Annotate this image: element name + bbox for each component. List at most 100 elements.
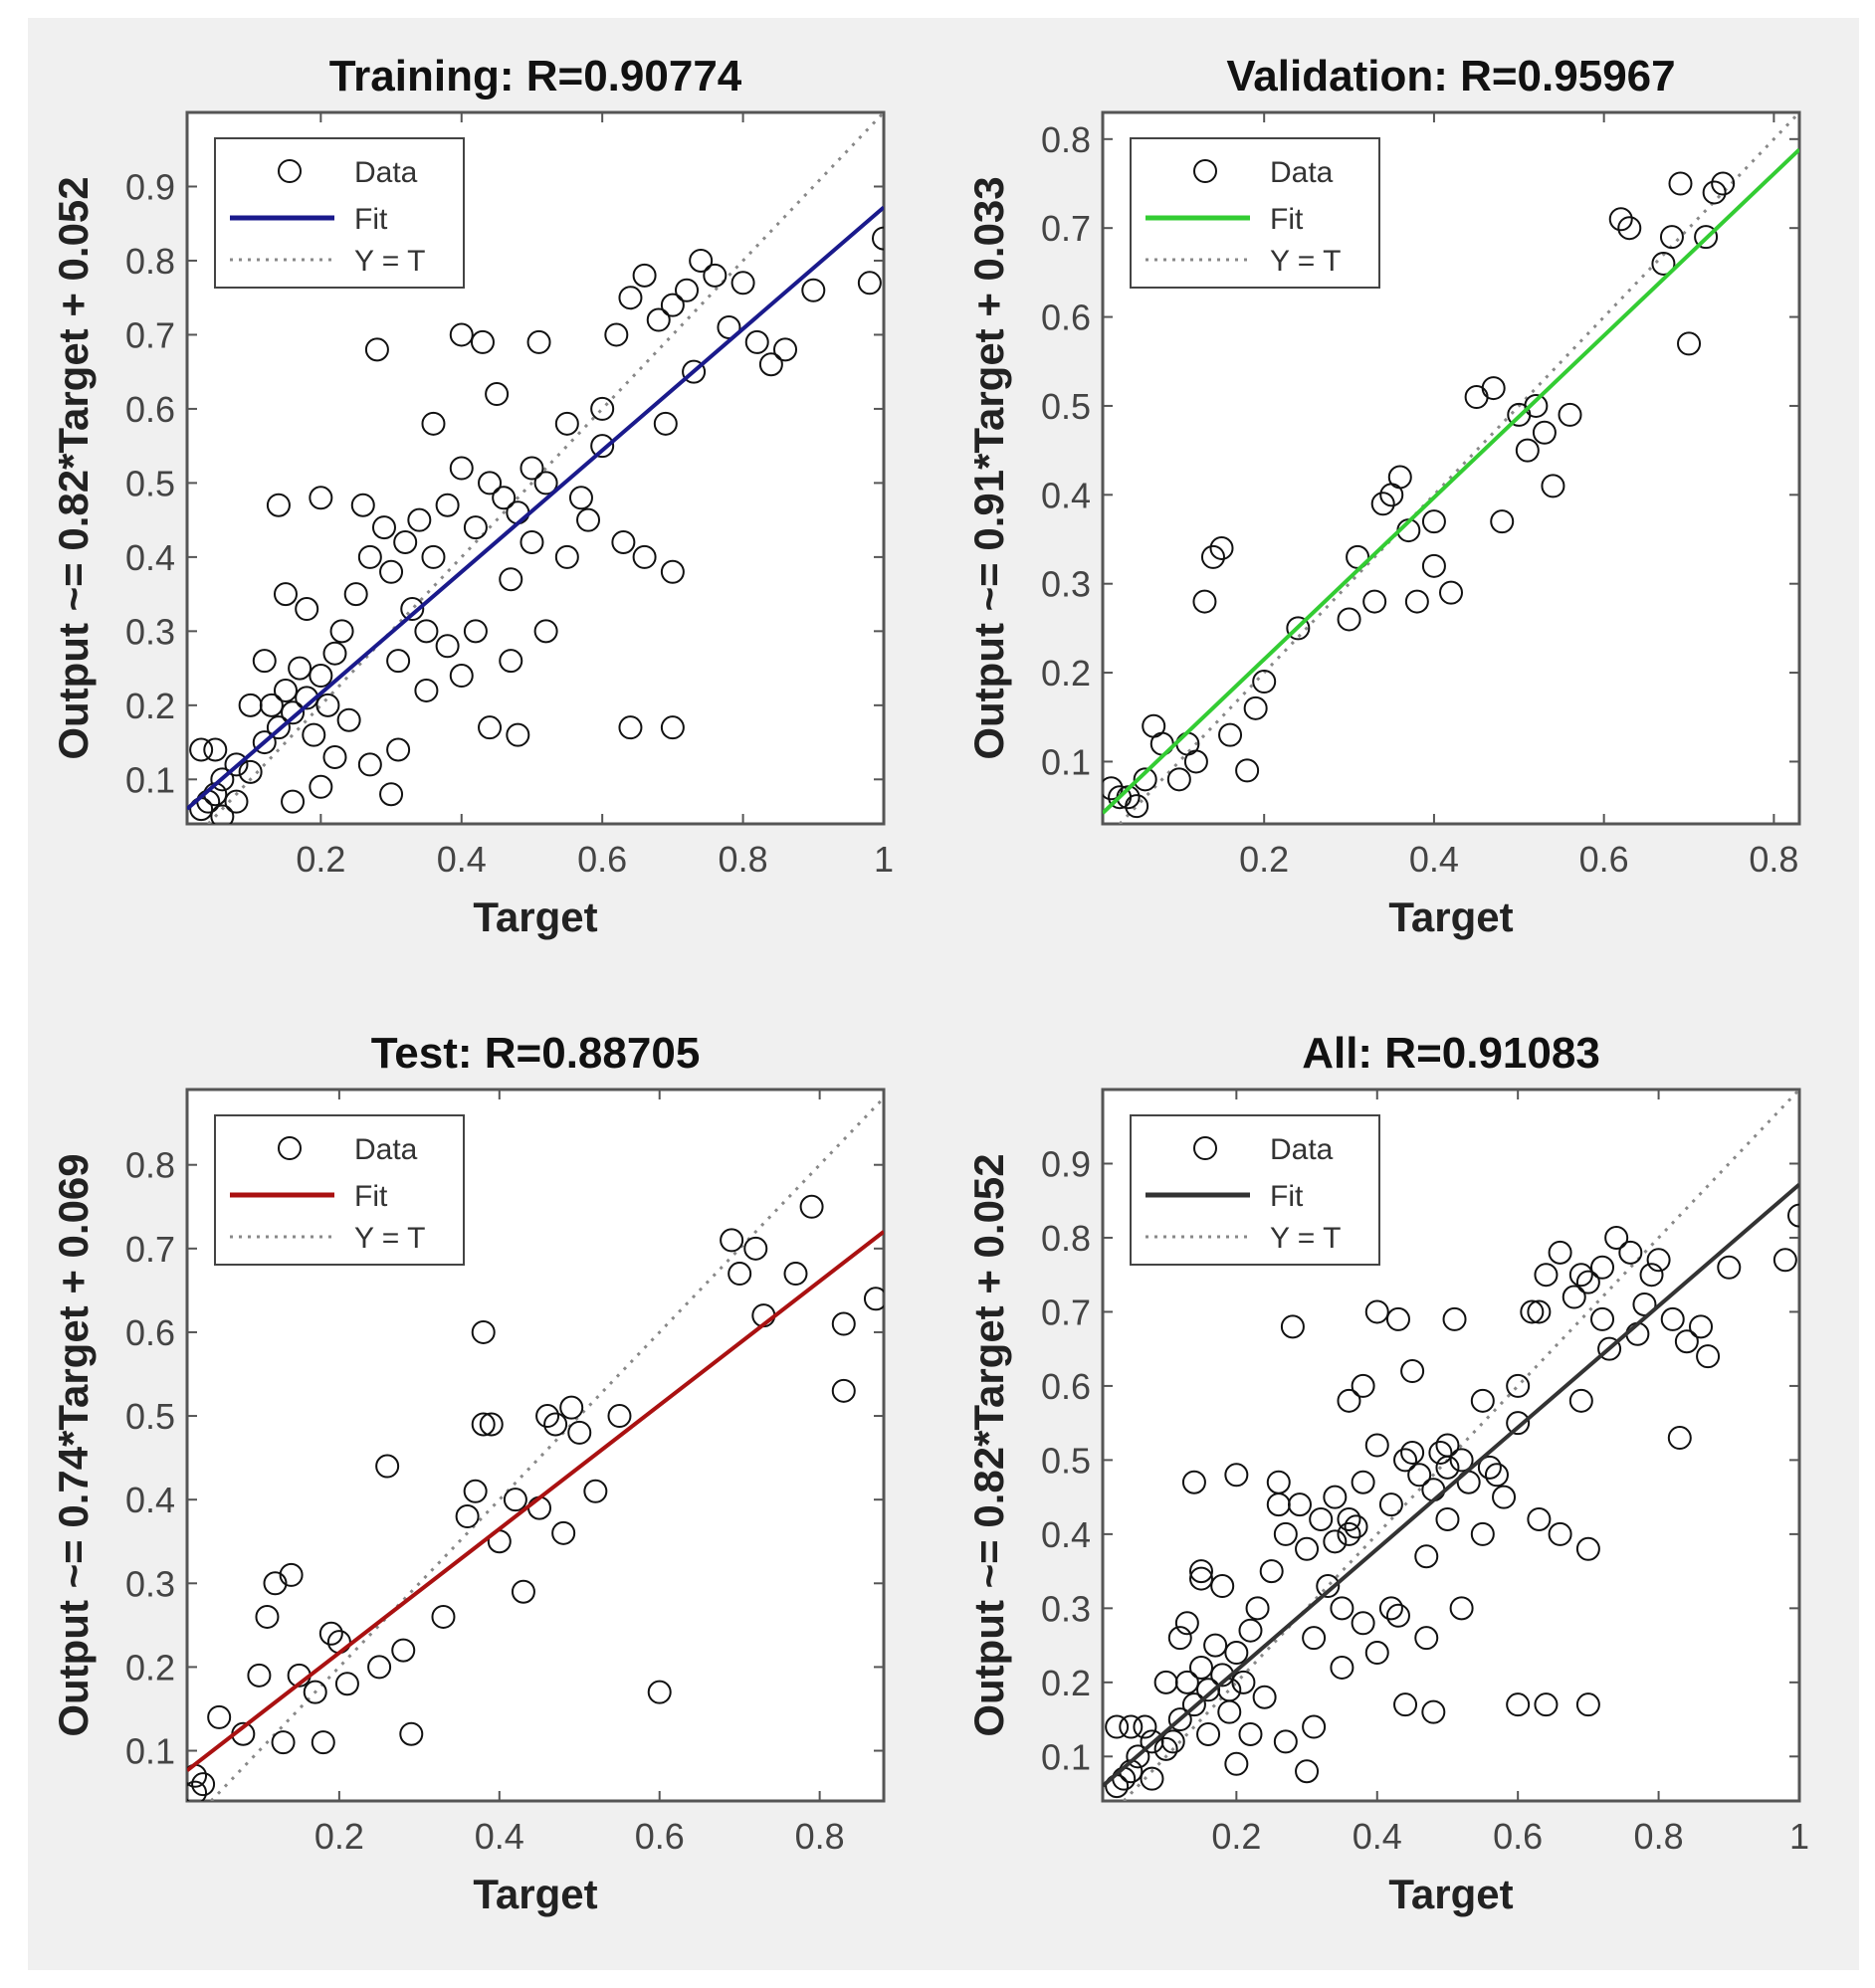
all-data-point xyxy=(1105,1714,1130,1739)
test-y-tick-label: 0.3 xyxy=(125,1563,175,1604)
validation-data-point xyxy=(1694,225,1719,250)
all-data-point xyxy=(1400,1359,1425,1384)
training-chart-svg: Training: R=0.90774 0.2 0.4 0.6 0.8 1 0.1 0.2 0.… xyxy=(50,52,894,940)
all-data-point xyxy=(1259,1559,1284,1584)
all-y-tick-label: 0.3 xyxy=(1041,1588,1091,1629)
all-data-point xyxy=(1421,1699,1446,1724)
test-data-point xyxy=(783,1262,808,1287)
training-data-point xyxy=(801,278,826,302)
all-legend: Data Fit Y = T xyxy=(1130,1114,1380,1266)
all-data-point xyxy=(1344,1514,1368,1539)
training-data-point xyxy=(576,507,601,532)
all-y-tick-label: 0.6 xyxy=(1041,1366,1091,1407)
validation-data-point xyxy=(1252,670,1277,694)
test-data-point xyxy=(863,1287,884,1311)
all-data-point xyxy=(1400,1440,1425,1465)
validation-data-point xyxy=(1541,474,1565,498)
validation-fit-line xyxy=(1103,147,1799,815)
training-legend: Data Fit Y = T xyxy=(214,137,465,289)
all-data-point xyxy=(1568,1388,1593,1413)
training-y-axis-label: Output ~= 0.82*Target + 0.052 xyxy=(50,176,97,759)
training-data-point xyxy=(520,529,544,554)
all-data-point xyxy=(1534,1692,1559,1717)
training-data-point xyxy=(773,337,798,362)
training-legend-fit-label: Fit xyxy=(354,203,388,236)
all-data-point xyxy=(1477,1455,1502,1480)
all-y-tick-label: 0.9 xyxy=(1041,1143,1091,1184)
all-data-point xyxy=(1273,1521,1298,1546)
all-data-point xyxy=(1280,1314,1305,1339)
validation-legend-data-marker xyxy=(1193,159,1217,183)
all-data-point xyxy=(1351,1611,1375,1636)
validation-legend: Data Fit Y = T xyxy=(1130,137,1380,289)
test-data-point xyxy=(399,1721,424,1746)
all-data-point xyxy=(1378,1492,1403,1517)
validation-data-point xyxy=(1524,393,1549,418)
all-legend-data-label: Data xyxy=(1270,1133,1334,1166)
all-data-point xyxy=(1364,1641,1389,1666)
training-data-point xyxy=(485,382,510,407)
validation-data-point xyxy=(1651,251,1676,276)
test-data-point xyxy=(463,1479,488,1503)
training-data-point xyxy=(336,707,361,732)
validation-data-point xyxy=(1218,722,1243,747)
training-data-point xyxy=(357,752,382,777)
validation-data-point xyxy=(1200,544,1225,569)
all-data-point xyxy=(1414,1544,1439,1569)
all-data-point xyxy=(1442,1306,1467,1331)
all-data-point xyxy=(1506,1373,1531,1398)
validation-data-point xyxy=(1133,767,1157,792)
training-y-tick-label: 0.2 xyxy=(125,686,175,726)
all-y-tick-label: 0.2 xyxy=(1041,1663,1091,1703)
test-data-point xyxy=(728,1262,752,1287)
all-x-tick-label: 0.8 xyxy=(1634,1816,1684,1857)
all-data-point xyxy=(1674,1329,1699,1354)
test-data-point xyxy=(720,1228,744,1253)
validation-data-point xyxy=(1617,216,1642,241)
all-data-point xyxy=(1575,1692,1600,1717)
test-data-point xyxy=(511,1579,535,1604)
training-data-point xyxy=(449,664,474,689)
test-data-point xyxy=(431,1604,456,1629)
all-data-point xyxy=(1323,1529,1348,1554)
all-x-tick-label: 0.6 xyxy=(1493,1816,1543,1857)
all-data-point xyxy=(1590,1306,1615,1331)
all-data-point xyxy=(1266,1492,1291,1517)
all-data-point xyxy=(1231,1670,1256,1694)
all-data-point xyxy=(1224,1641,1249,1666)
all-data-point xyxy=(1153,1736,1178,1761)
test-legend-box xyxy=(214,1114,465,1266)
all-plot-content xyxy=(1103,1090,1799,1801)
all-data-point xyxy=(1534,1263,1559,1288)
all-data-point xyxy=(1568,1263,1593,1288)
training-data-point xyxy=(660,715,685,740)
training-legend-yt-label: Y = T xyxy=(354,245,425,278)
training-data-point xyxy=(329,619,354,644)
test-legend-yt-label: Y = T xyxy=(354,1222,425,1255)
all-y-tick-label: 0.7 xyxy=(1041,1292,1091,1332)
test-data-point xyxy=(247,1663,272,1688)
all-y-tick-label: 0.8 xyxy=(1041,1218,1091,1259)
all-data-point xyxy=(1295,1759,1320,1784)
all-data-point xyxy=(1618,1240,1643,1265)
test-data-point xyxy=(559,1395,584,1420)
training-data-point xyxy=(421,544,446,569)
training-data-point xyxy=(568,486,593,510)
training-data-point xyxy=(478,715,503,740)
training-data-point xyxy=(533,619,558,644)
test-data-point xyxy=(263,1571,288,1596)
validation-data-point xyxy=(1404,589,1429,614)
test-data-point xyxy=(318,1621,343,1646)
all-data-point xyxy=(1393,1692,1418,1717)
training-data-point xyxy=(478,471,503,496)
all-data-point xyxy=(1330,1655,1354,1680)
validation-data-point xyxy=(1481,376,1506,401)
validation-data-point xyxy=(1711,171,1736,196)
test-data-point xyxy=(583,1479,608,1503)
training-y-tick-label: 0.6 xyxy=(125,389,175,430)
training-data-point xyxy=(646,307,671,332)
test-data-point xyxy=(255,1604,280,1629)
training-data-point xyxy=(315,693,340,717)
test-data-point xyxy=(535,1404,560,1429)
training-data-point xyxy=(590,396,615,421)
